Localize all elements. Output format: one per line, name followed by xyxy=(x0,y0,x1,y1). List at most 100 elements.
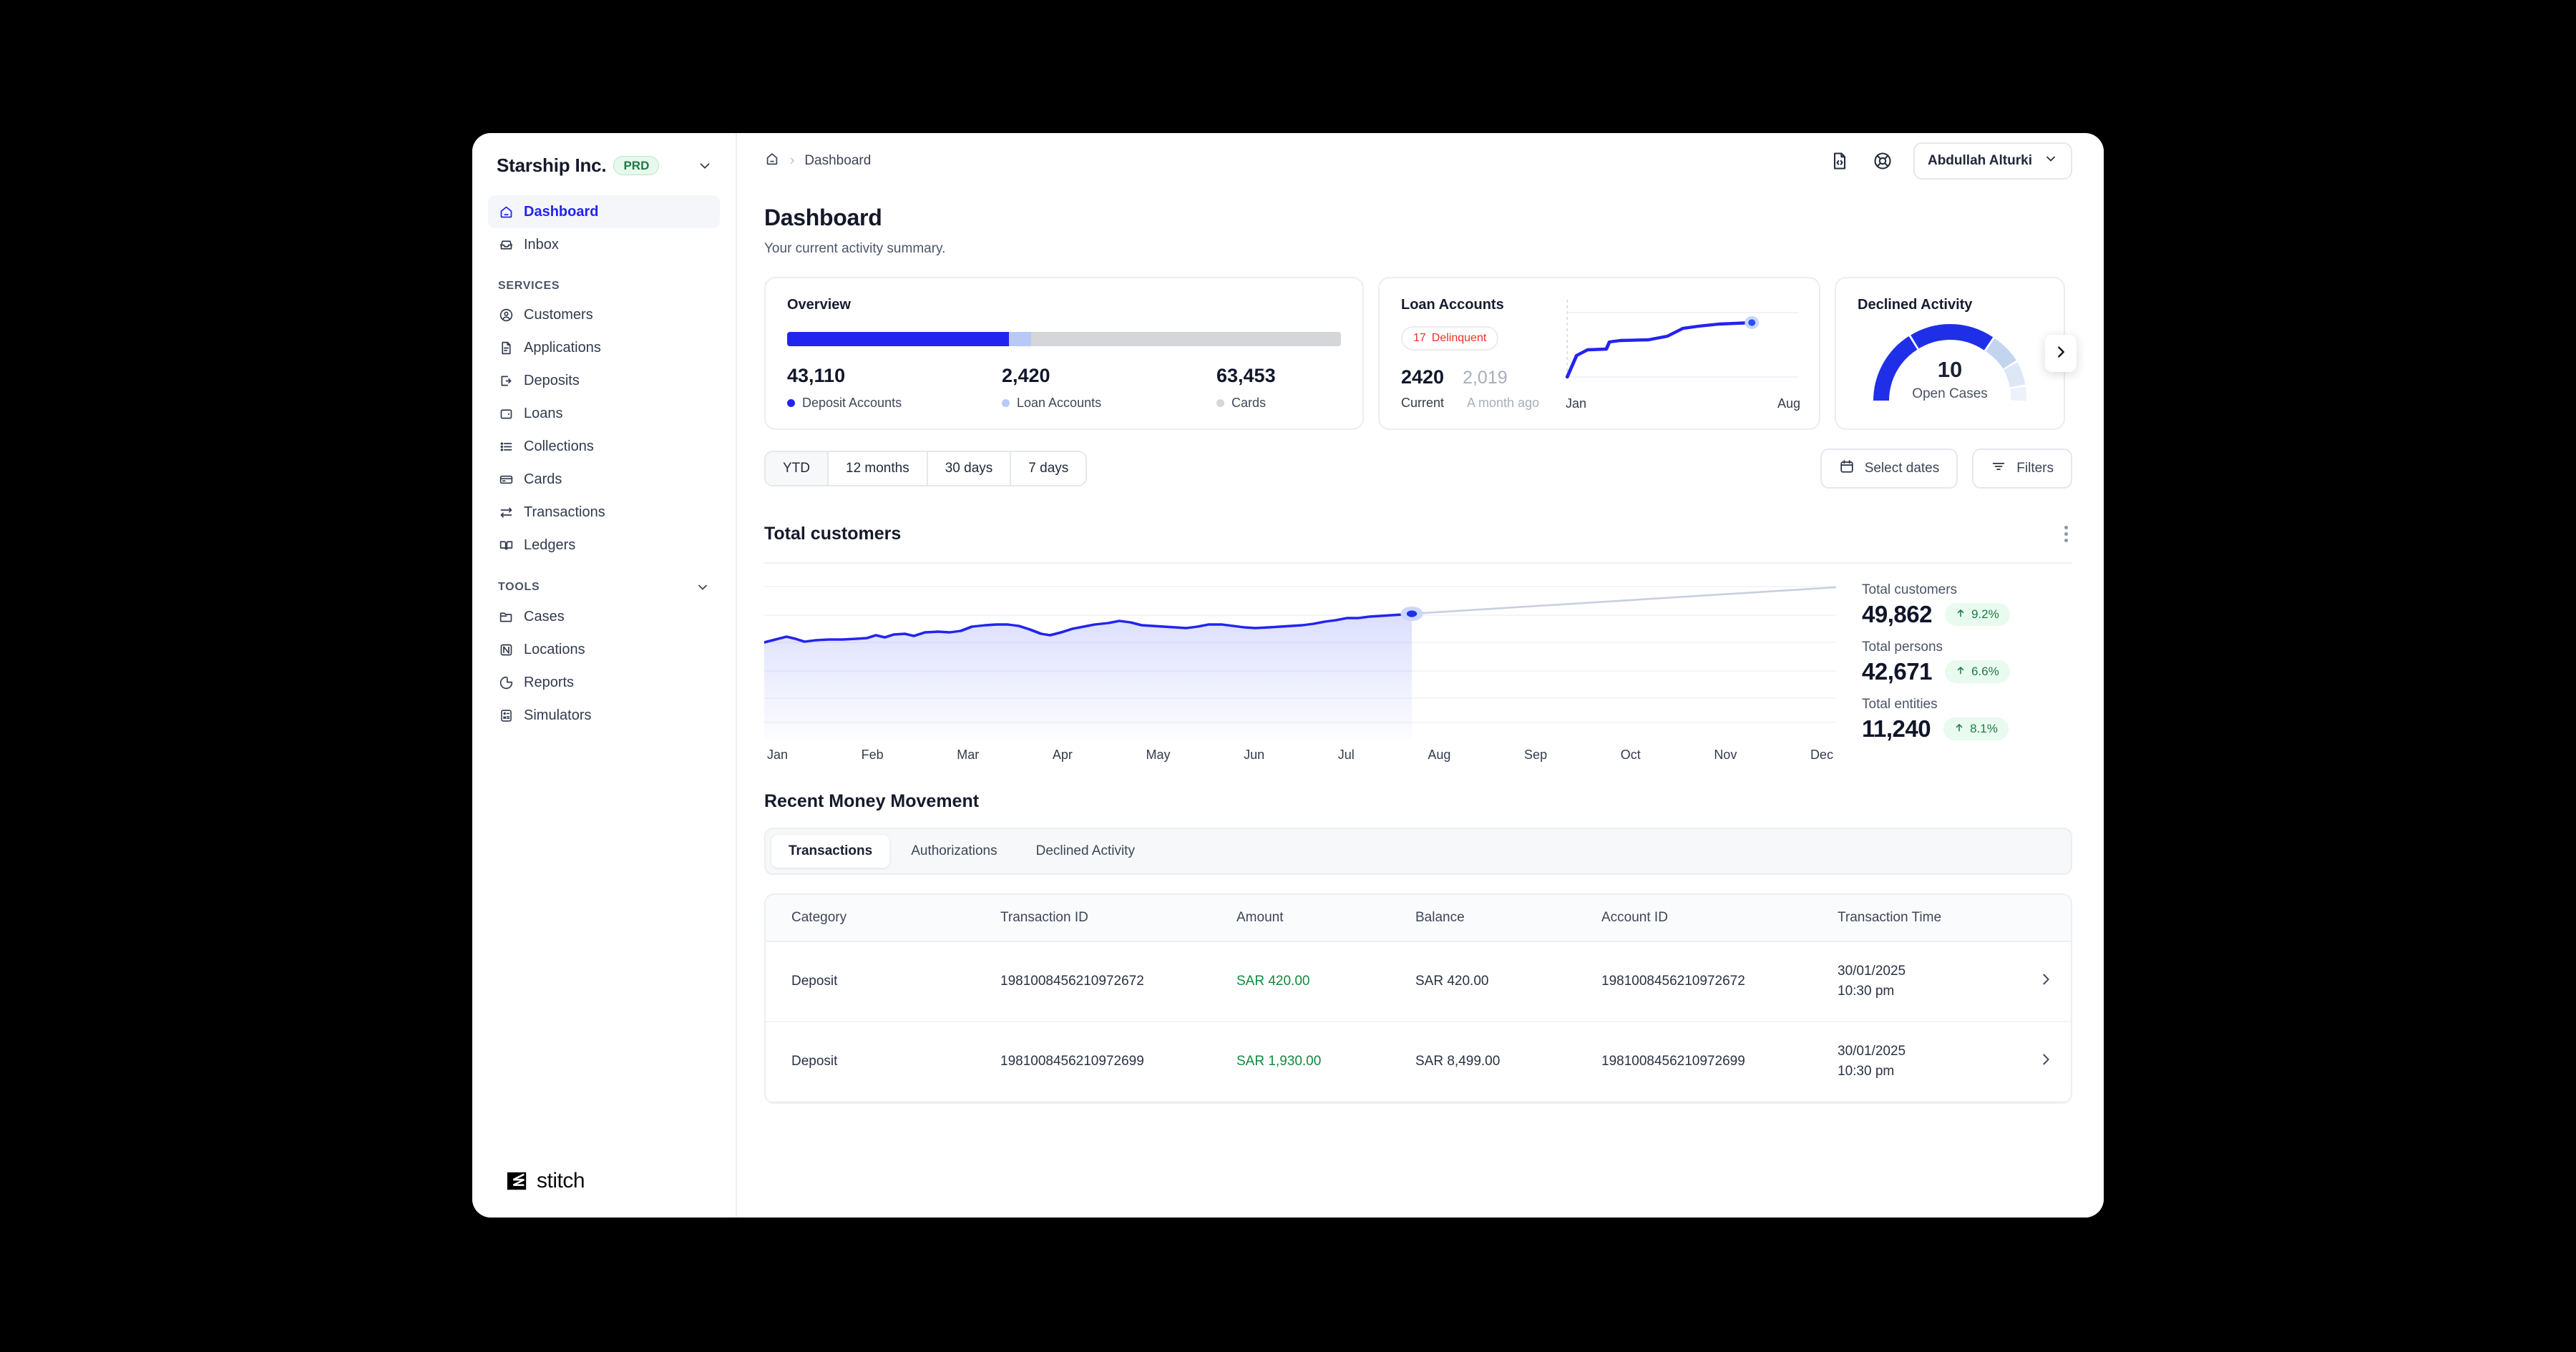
sidebar-item-deposits[interactable]: Deposits xyxy=(488,364,720,397)
home-icon xyxy=(498,204,514,220)
axis-label-start: Jan xyxy=(1566,396,1587,411)
select-dates-button[interactable]: Select dates xyxy=(1820,449,1958,489)
sidebar-item-inbox[interactable]: Inbox xyxy=(488,228,720,261)
overview-stat-label: Cards xyxy=(1231,396,1267,410)
sidebar-item-transactions[interactable]: Transactions xyxy=(488,496,720,529)
topbar-actions: Abdullah Alturki xyxy=(1828,142,2072,180)
row-chevron[interactable] xyxy=(2021,971,2071,991)
range-12-months[interactable]: 12 months xyxy=(829,452,928,485)
legend-dot-icon xyxy=(1216,399,1224,407)
cell-account-id: 1981008456210972699 xyxy=(1601,1054,1745,1069)
axis-tick: Nov xyxy=(1714,748,1737,762)
filters-actions: Select dates Filters xyxy=(1820,449,2072,489)
open-cases-label: Open Cases xyxy=(1912,386,1988,401)
sidebar-item-collections[interactable]: Collections xyxy=(488,430,720,463)
lifebuoy-icon[interactable] xyxy=(1870,149,1895,173)
sidebar-item-label: Customers xyxy=(524,306,593,323)
stat-total-customers: Total customers 49,862 9.2% xyxy=(1862,582,2072,628)
sidebar-item-label: Loans xyxy=(524,405,563,421)
filters-button[interactable]: Filters xyxy=(1972,449,2072,489)
range-7-days[interactable]: 7 days xyxy=(1011,452,1086,485)
user-circle-icon xyxy=(498,307,514,323)
stat-value: 42,671 xyxy=(1862,658,1932,685)
legend-dot-icon xyxy=(1002,399,1010,407)
delinquent-count: 17 xyxy=(1413,332,1426,344)
sidebar-item-dashboard[interactable]: Dashboard xyxy=(488,195,720,228)
stat-total-persons: Total persons 42,671 6.6% xyxy=(1862,640,2072,685)
pie-chart-icon xyxy=(498,675,514,690)
sidebar-item-label: Deposits xyxy=(524,372,580,388)
tab-transactions[interactable]: Transactions xyxy=(771,835,890,868)
sidebar-item-loans[interactable]: Loans xyxy=(488,397,720,430)
sidebar-item-cases[interactable]: Cases xyxy=(488,600,720,633)
stat-total-entities: Total entities 11,240 8.1% xyxy=(1862,697,2072,743)
column-header-transaction-id: Transaction ID xyxy=(1000,910,1088,925)
total-customers-chart: Jan Feb Mar Apr May Jun Jul Aug Sep Oct … xyxy=(762,571,1838,763)
column-header-amount: Amount xyxy=(1236,910,1284,925)
chevron-down-icon[interactable] xyxy=(697,158,713,174)
axis-tick: Aug xyxy=(1428,748,1451,762)
kebab-menu-icon[interactable] xyxy=(2060,521,2072,547)
sidebar-item-simulators[interactable]: Simulators xyxy=(488,699,720,732)
table-row[interactable]: Deposit 1981008456210972699 SAR 1,930.00… xyxy=(766,1022,2071,1102)
sidebar-section-label: SERVICES xyxy=(498,280,560,292)
sidebar-item-label: Applications xyxy=(524,339,601,356)
loan-sparkline-axis: Jan Aug xyxy=(1566,396,1800,411)
breadcrumb-separator: › xyxy=(790,153,795,168)
kpi-cards: Overview 43,110 Deposit Accounts xyxy=(764,277,2077,430)
range-ytd[interactable]: YTD xyxy=(766,452,829,485)
stat-label: Total persons xyxy=(1862,640,1943,655)
stat-label: Total customers xyxy=(1862,582,1958,597)
overview-stat-value: 63,453 xyxy=(1216,365,1276,386)
sidebar-item-reports[interactable]: Reports xyxy=(488,666,720,699)
chevron-right-icon xyxy=(2053,344,2069,363)
sidebar-item-ledgers[interactable]: Ledgers xyxy=(488,529,720,562)
card-icon xyxy=(498,471,514,487)
stat-row: 11,240 8.1% xyxy=(1862,715,2072,743)
stat-row: 49,862 9.2% xyxy=(1862,601,2072,628)
tab-authorizations[interactable]: Authorizations xyxy=(911,843,997,858)
stitch-wordmark: stitch xyxy=(537,1169,585,1192)
sidebar-item-customers[interactable]: Customers xyxy=(488,298,720,331)
home-icon[interactable] xyxy=(764,151,780,171)
overview-stat-loans: 2,420 Loan Accounts xyxy=(1002,365,1216,411)
cell-category: Deposit xyxy=(791,974,838,989)
sidebar-item-cards[interactable]: Cards xyxy=(488,463,720,496)
chevron-down-icon[interactable] xyxy=(696,580,710,594)
code-file-icon[interactable] xyxy=(1828,149,1852,173)
sidebar-item-locations[interactable]: Locations xyxy=(488,633,720,666)
document-icon xyxy=(498,340,514,356)
sidebar-item-label: Cards xyxy=(524,471,562,487)
breadcrumb-current[interactable]: Dashboard xyxy=(804,153,872,168)
filters-label: Filters xyxy=(2016,461,2054,476)
carousel-next-button[interactable] xyxy=(2045,335,2077,372)
table-row[interactable]: Deposit 1981008456210972672 SAR 420.00 S… xyxy=(766,942,2071,1022)
row-chevron[interactable] xyxy=(2021,1052,2071,1072)
select-dates-label: Select dates xyxy=(1864,461,1940,476)
range-30-days[interactable]: 30 days xyxy=(927,452,1012,485)
chevron-down-icon xyxy=(2044,152,2058,170)
gauge-center-text: 10 Open Cases xyxy=(1836,358,2064,402)
user-menu-button[interactable]: Abdullah Alturki xyxy=(1913,142,2072,180)
tab-declined-activity[interactable]: Declined Activity xyxy=(1035,843,1135,858)
transfer-icon xyxy=(498,504,514,520)
filters-row: YTD 12 months 30 days 7 days Select date… xyxy=(764,449,2072,489)
overview-stat-legend: Cards xyxy=(1216,396,1276,411)
sidebar-section-tools[interactable]: TOOLS xyxy=(488,562,720,600)
cell-balance: SAR 420.00 xyxy=(1415,974,1489,989)
arrow-up-icon xyxy=(1956,607,1966,622)
axis-tick: May xyxy=(1146,748,1171,762)
overview-stat-value: 2,420 xyxy=(1002,365,1050,386)
env-badge: PRD xyxy=(613,156,660,175)
brand-switcher[interactable]: Starship Inc. PRD xyxy=(488,133,720,195)
axis-tick: Apr xyxy=(1052,748,1073,762)
stitch-mark-icon xyxy=(507,1170,528,1192)
sidebar-item-applications[interactable]: Applications xyxy=(488,331,720,364)
cell-transaction-date: 30/01/2025 xyxy=(1838,963,1906,979)
overview-card-title: Overview xyxy=(787,297,851,313)
transactions-table: Category Transaction ID Amount Balance A… xyxy=(764,893,2072,1104)
total-customers-header: Total customers xyxy=(764,521,2072,547)
cell-transaction-clock: 10:30 pm xyxy=(1838,1064,1895,1079)
date-range-segmented: YTD 12 months 30 days 7 days xyxy=(764,451,1088,486)
user-name-label: Abdullah Alturki xyxy=(1927,153,2032,168)
